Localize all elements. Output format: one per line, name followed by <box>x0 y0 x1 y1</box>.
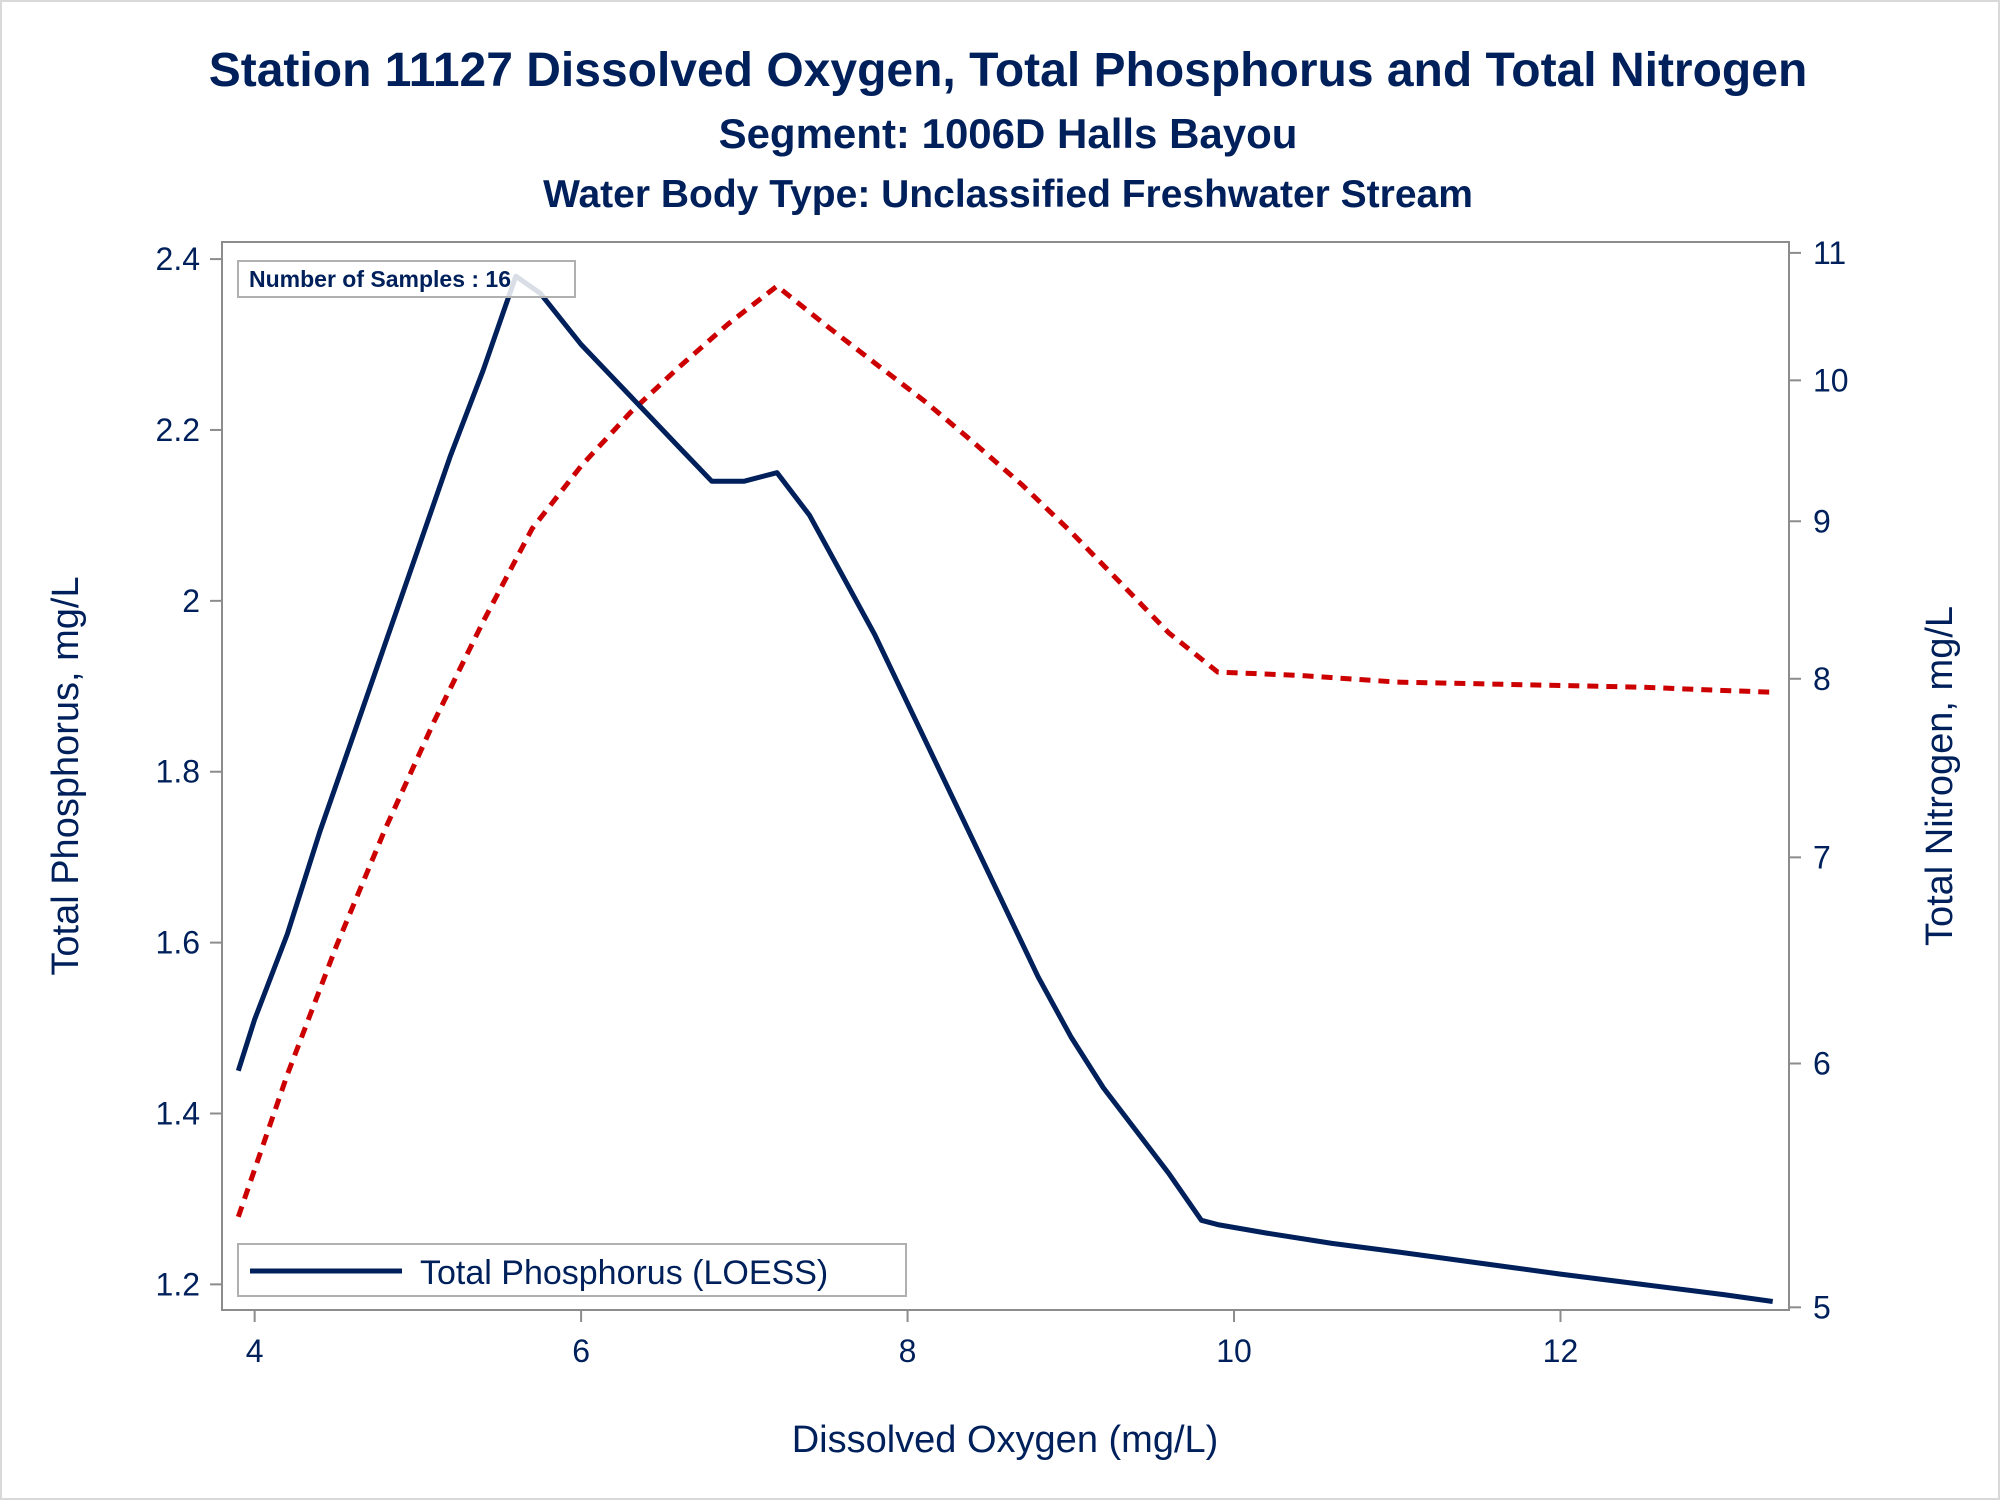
y-right-tick-label: 8 <box>1813 661 1831 697</box>
x-tick-label: 12 <box>1543 1333 1579 1369</box>
sample-count-label: Number of Samples : 16 <box>249 266 511 292</box>
y-left-tick-label: 2 <box>182 583 200 619</box>
y-left-tick-label: 1.6 <box>156 925 200 961</box>
y-right-axis-label: Total Nitrogen, mg/L <box>1919 606 1961 946</box>
chart-title: Station 11127 Dissolved Oxygen, Total Ph… <box>209 44 1808 97</box>
legend-label-phosphorus: Total Phosphorus (LOESS) <box>420 1254 828 1292</box>
legend: Total Phosphorus (LOESS) <box>237 1243 907 1297</box>
y-left-tick-label: 2.2 <box>156 412 200 448</box>
plot-area <box>221 241 1790 1311</box>
y-right-tick-label: 9 <box>1813 503 1831 539</box>
y-left-axis-label: Total Phosphorus, mg/L <box>45 576 87 975</box>
y-left-tick-label: 2.4 <box>156 241 200 277</box>
y-left-tick-label: 1.4 <box>156 1095 200 1131</box>
y-left-axis-ticks: 1.2 1.4 1.6 1.8 2 2.2 2.4 <box>156 241 222 1302</box>
x-tick-label: 4 <box>246 1333 264 1369</box>
series-layer <box>235 273 1774 1304</box>
series-line-phosphorus <box>235 273 1774 1304</box>
y-right-tick-label: 5 <box>1813 1289 1831 1325</box>
x-tick-label: 8 <box>899 1333 917 1369</box>
y-right-tick-label: 11 <box>1813 235 1846 271</box>
x-axis-label: Dissolved Oxygen (mg/L) <box>792 1419 1219 1461</box>
y-left-tick-label: 1.8 <box>156 754 200 790</box>
series-line-nitrogen <box>235 283 1773 1218</box>
y-left-tick-label: 1.2 <box>156 1266 200 1302</box>
x-tick-label: 6 <box>572 1333 590 1369</box>
sample-count-box: Number of Samples : 16 <box>237 260 576 298</box>
x-tick-label: 10 <box>1216 1333 1252 1369</box>
y-right-tick-label: 10 <box>1813 362 1849 398</box>
y-right-axis-ticks: 5 6 7 8 9 10 11 <box>1789 235 1849 1325</box>
y-right-tick-label: 6 <box>1813 1045 1831 1081</box>
y-right-tick-label: 7 <box>1813 839 1831 875</box>
chart-subtitle-2: Water Body Type: Unclassified Freshwater… <box>543 173 1473 216</box>
chart-subtitle: Segment: 1006D Halls Bayou <box>719 110 1298 157</box>
x-axis-ticks: 4 6 8 10 12 <box>246 1310 1579 1369</box>
